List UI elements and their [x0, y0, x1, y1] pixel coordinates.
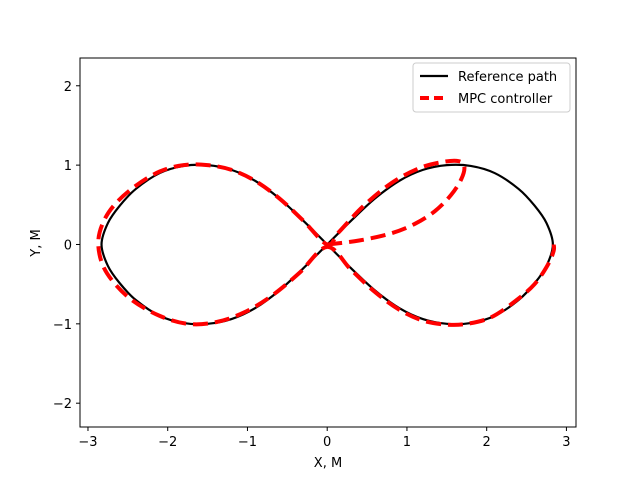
- y-tick-label: 2: [64, 80, 72, 95]
- y-tick-label: 0: [64, 238, 72, 253]
- legend: Reference path MPC controller: [412, 62, 571, 113]
- y-tick-label: −2: [53, 397, 72, 412]
- x-tick-label: 2: [483, 435, 491, 450]
- legend-box: [412, 62, 571, 113]
- y-axis-ticks: −2 −1 0 1 2: [53, 80, 80, 412]
- plot-lines: [96, 158, 557, 327]
- legend-label-mpc-controller: MPC controller: [458, 92, 553, 107]
- legend-label-reference-path: Reference path: [458, 70, 557, 85]
- y-tick-label: 1: [64, 159, 72, 174]
- y-tick-label: −1: [53, 318, 72, 333]
- x-axis-label: X, M: [314, 456, 342, 471]
- series-line-mpc-controller: [96, 158, 557, 327]
- x-tick-label: 1: [403, 435, 411, 450]
- y-axis-label: Y, M: [29, 229, 44, 257]
- x-axis-ticks: −3 −2 −1 0 1 2 3: [78, 427, 571, 450]
- x-tick-label: −3: [78, 435, 97, 450]
- plot-frame: [79, 57, 577, 428]
- x-tick-label: −1: [238, 435, 257, 450]
- x-tick-label: 0: [323, 435, 331, 450]
- x-tick-label: −2: [158, 435, 177, 450]
- x-tick-label: 3: [562, 435, 570, 450]
